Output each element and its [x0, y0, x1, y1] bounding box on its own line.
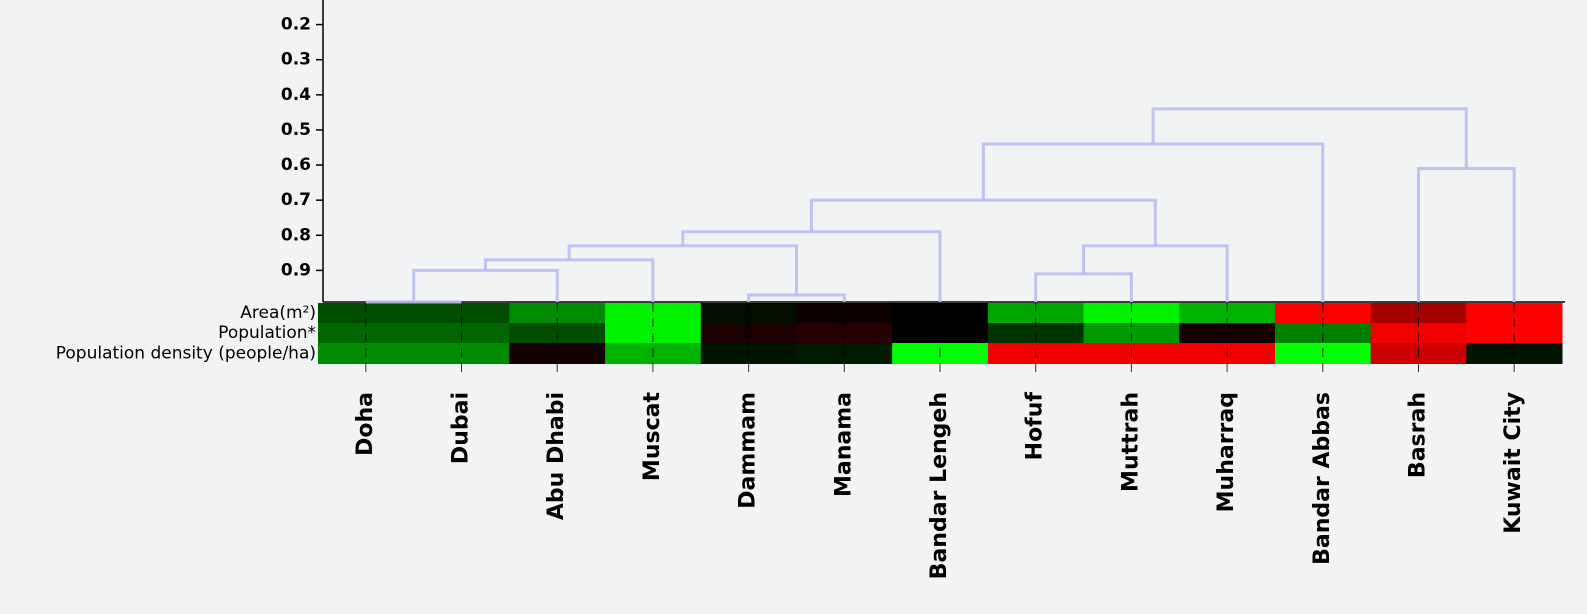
- row-label: Population*: [218, 323, 316, 343]
- x-tick-label: Muttrah: [1118, 392, 1143, 492]
- y-tick-label: 0.5: [281, 120, 311, 140]
- x-tick-label: Muscat: [640, 392, 665, 482]
- x-tick-label: Dubai: [449, 392, 474, 464]
- x-tick-label: Manama: [831, 392, 856, 497]
- dendrogram-link: [681, 230, 942, 302]
- heatmap-cell: [987, 303, 1085, 323]
- row-label: Population density (people/ha): [56, 344, 316, 364]
- x-tick-label: Abu Dhabi: [544, 392, 569, 520]
- row-label: Area(m²): [240, 303, 316, 323]
- heatmap-cell: [605, 303, 702, 323]
- dendrogram-link: [1082, 244, 1229, 302]
- x-tick-label: Dammam: [736, 392, 761, 509]
- x-tick-label: Basrah: [1405, 392, 1430, 478]
- dendrogram-link: [567, 244, 798, 295]
- x-tick-label: Muharraq: [1214, 392, 1239, 512]
- dendrogram-link: [981, 142, 1325, 302]
- heatmap-cell: [700, 303, 797, 323]
- heatmap-cell: [509, 303, 606, 323]
- y-tick-label: 0.6: [281, 155, 311, 175]
- heatmap-cell: [1466, 303, 1563, 323]
- dendrogram-link: [412, 268, 559, 302]
- dendrogram-link: [1151, 107, 1468, 169]
- y-tick-label: 0.4: [281, 85, 311, 105]
- y-tick-label: 0.7: [281, 190, 311, 210]
- dendrogram-link: [1416, 167, 1516, 302]
- x-tick-label: Bandar Lengeh: [927, 392, 952, 579]
- heatmap-cell: [1370, 303, 1467, 323]
- heatmap-cell: [413, 303, 510, 323]
- dendrogram-link: [483, 258, 655, 302]
- y-tick-label: 0.3: [281, 50, 311, 70]
- dendrogram-link: [809, 198, 1157, 246]
- x-tick-label: Kuwait City: [1501, 392, 1526, 534]
- heatmap-cell: [892, 303, 989, 323]
- y-tick-label: 0.2: [281, 15, 311, 35]
- heatmap-cell: [796, 303, 893, 323]
- heatmap-cell: [318, 303, 415, 323]
- x-tick-label: Hofuf: [1023, 392, 1048, 461]
- y-tick-label: 0.8: [281, 225, 311, 245]
- y-tick-label: 0.9: [281, 260, 311, 280]
- dendrogram-link: [1034, 272, 1133, 302]
- x-tick-label: Bandar Abbas: [1310, 392, 1335, 565]
- heatmap-cell: [1179, 303, 1276, 323]
- x-tick-label: Doha: [353, 392, 378, 456]
- dendrogram-link: [747, 293, 846, 302]
- heatmap-cell: [1274, 303, 1372, 323]
- heatmap-cell: [1083, 303, 1180, 323]
